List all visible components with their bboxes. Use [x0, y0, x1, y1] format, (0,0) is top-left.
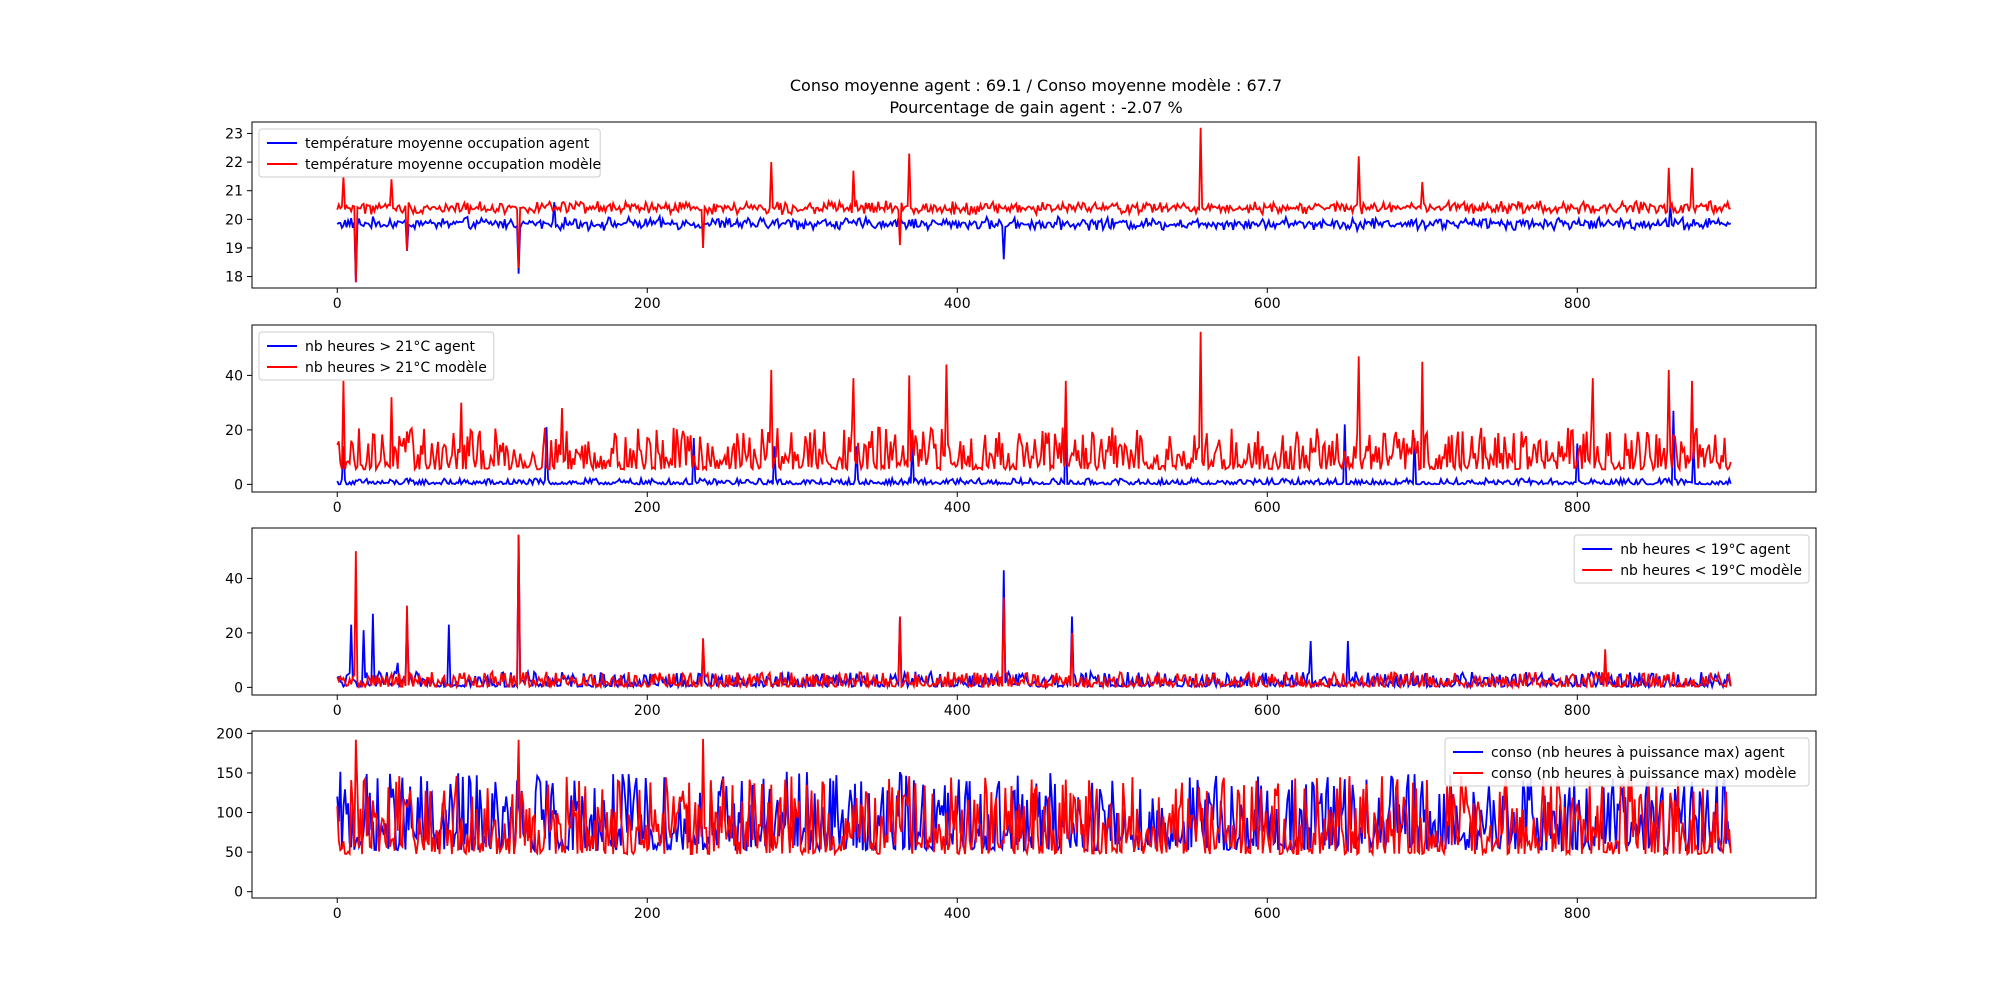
y-tick-label: 21	[225, 184, 243, 200]
x-tick-label: 400	[944, 703, 971, 719]
legend-box	[258, 331, 495, 381]
y-tick-label: 18	[225, 270, 243, 286]
series-line-3-agent	[337, 534, 1732, 691]
y-tick-label: 50	[225, 845, 243, 861]
y-tick-label: 22	[225, 155, 243, 171]
y-tick-label: 23	[225, 126, 243, 142]
legend-entry: conso (nb heures à puissance max) modèle	[1491, 766, 1796, 782]
series-line-2-agent	[336, 410, 1732, 488]
y-tick-label: 40	[225, 368, 243, 384]
axes-frame	[251, 527, 1817, 696]
x-tick-label: 800	[1564, 703, 1591, 719]
series-line-1-agent	[336, 202, 1732, 283]
figure-title-line1: Conso moyenne agent : 69.1 / Conso moyen…	[790, 76, 1282, 95]
y-tick-label: 19	[225, 241, 243, 257]
legend: température moyenne occupation agent temp…	[258, 128, 601, 178]
y-tick-label: 20	[225, 423, 243, 439]
x-tick-label: 200	[634, 703, 661, 719]
legend: conso (nb heures à puissance max) agent c…	[1444, 737, 1810, 787]
x-tick-label: 600	[1254, 703, 1281, 719]
axes-frame	[251, 324, 1817, 493]
legend-box	[1444, 737, 1810, 787]
axes-frame	[251, 730, 1817, 899]
x-tick-label: 400	[944, 296, 971, 312]
x-tick-label: 0	[333, 296, 342, 312]
x-tick-label: 200	[634, 906, 661, 922]
y-tick-label: 200	[216, 726, 243, 742]
x-tick-label: 600	[1254, 500, 1281, 516]
y-tick-label: 0	[234, 885, 243, 901]
x-tick-label: 800	[1564, 500, 1591, 516]
x-tick-label: 800	[1564, 906, 1591, 922]
legend-entry: température moyenne occupation agent	[305, 136, 590, 152]
x-tick-label: 400	[944, 500, 971, 516]
x-tick-label: 0	[333, 500, 342, 516]
legend: nb heures < 19°C agent nb heures < 19°C m…	[1573, 534, 1810, 584]
y-tick-label: 100	[216, 806, 243, 822]
legend-entry: nb heures > 21°C agent	[305, 339, 476, 355]
figure-title-line2: Pourcentage de gain agent : -2.07 %	[889, 98, 1182, 117]
y-tick-label: 20	[225, 212, 243, 228]
y-tick-label: 150	[216, 766, 243, 782]
panel-1: 0 200 400 600 800 18 19 20 21 22 23 température moy…	[225, 121, 1817, 312]
x-tick-label: 200	[634, 500, 661, 516]
y-tick-label: 0	[234, 680, 243, 696]
series-line-4-modele	[336, 738, 1732, 858]
x-tick-label: 800	[1564, 296, 1591, 312]
y-tick-label: 40	[225, 571, 243, 587]
y-tick-label: 20	[225, 626, 243, 642]
panel-4: 0 200 400 600 800 0 50 100 150 200 conso (nb heure…	[216, 726, 1817, 922]
axes-frame	[251, 121, 1817, 289]
series-line-2-modele	[336, 331, 1732, 473]
legend: nb heures > 21°C agent nb heures > 21°C m…	[258, 331, 495, 381]
x-tick-label: 0	[333, 906, 342, 922]
series-line-3-modele	[336, 534, 1732, 691]
x-tick-label: 400	[944, 906, 971, 922]
panel-3: 0 200 400 600 800 0 20 40 nb heures < 19°C agent…	[225, 527, 1817, 719]
legend-entry: nb heures < 19°C agent	[1620, 542, 1791, 558]
series-line-1-modele	[336, 127, 1731, 283]
panel-2: 0 200 400 600 800 0 20 40 nb heures > 21°C agent…	[225, 324, 1817, 516]
y-tick-label: 0	[234, 477, 243, 493]
x-tick-label: 600	[1254, 906, 1281, 922]
legend-box	[1573, 534, 1810, 584]
legend-entry: nb heures < 19°C modèle	[1620, 563, 1802, 579]
x-tick-label: 0	[333, 703, 342, 719]
legend-entry: conso (nb heures à puissance max) agent	[1491, 745, 1785, 761]
legend-entry: nb heures > 21°C modèle	[305, 360, 487, 376]
legend-entry: température moyenne occupation modèle	[305, 157, 601, 173]
x-tick-label: 600	[1254, 296, 1281, 312]
x-tick-label: 200	[634, 296, 661, 312]
legend-box	[258, 128, 601, 178]
